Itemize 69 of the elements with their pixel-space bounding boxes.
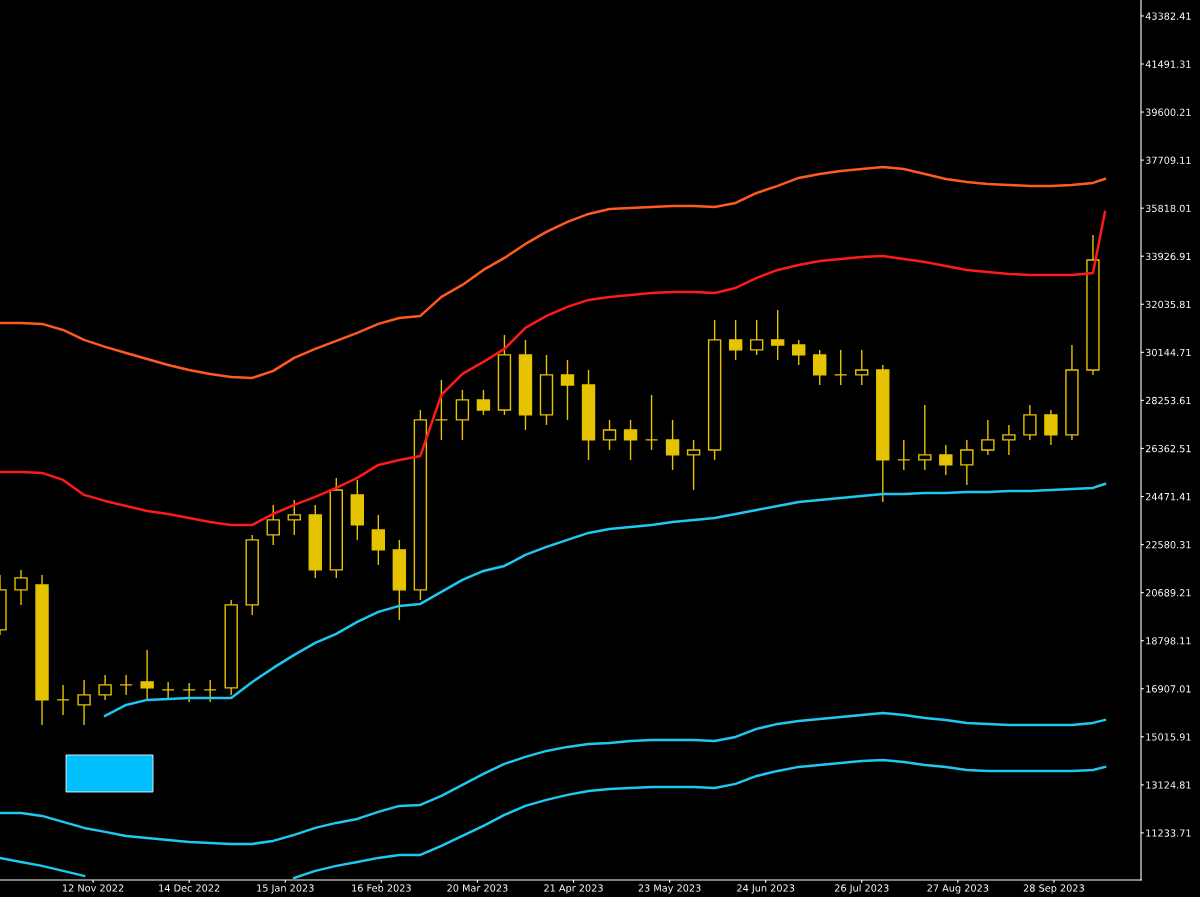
candlestick	[665, 419, 680, 471]
candlestick	[981, 419, 995, 456]
y-tick-label: 13124.81	[1146, 781, 1191, 789]
candlestick	[1023, 404, 1037, 441]
y-tick-label: 20689.21	[1145, 589, 1191, 597]
x-tick-label: 12 Nov 2022	[63, 884, 124, 892]
candlestick	[623, 419, 638, 461]
candlestick	[266, 504, 280, 546]
candlestick	[644, 394, 659, 451]
candlestick	[182, 682, 196, 703]
candlestick	[77, 679, 91, 726]
y-tick-label: 43382.41	[1145, 12, 1191, 20]
line-series	[0, 210, 1107, 527]
candlestick	[602, 419, 617, 451]
y-tick-label: 32035.81	[1145, 300, 1191, 309]
y-tick-label: 26362.51	[1145, 444, 1191, 453]
candlestick	[770, 309, 785, 361]
y-tick-label: 37709.11	[1145, 156, 1191, 164]
candlestick	[434, 379, 449, 441]
line-series	[103, 482, 1107, 718]
x-tick-label: 28 Sep 2023	[1023, 884, 1084, 894]
candlestick	[1002, 424, 1016, 456]
x-tick-label: 15 Jan 2023	[257, 884, 314, 894]
y-tick-label: 22580.31	[1145, 541, 1191, 549]
candlestick	[855, 349, 869, 386]
candlestick	[560, 359, 575, 421]
candlestick	[813, 349, 827, 386]
y-tick-label: 39600.21	[1145, 108, 1191, 116]
candlestick	[791, 339, 806, 366]
y-tick-label: 11233.71	[1146, 829, 1191, 837]
x-tick-label: 16 Feb 2023	[352, 884, 411, 892]
x-tick-label: 23 May 2023	[638, 884, 701, 894]
candlestick	[14, 569, 28, 606]
y-tick-label: 33926.91	[1145, 252, 1191, 261]
candlestick	[56, 684, 70, 716]
y-tick-label: 35818.01	[1145, 204, 1191, 212]
candlestick	[140, 649, 154, 701]
line-series	[0, 711, 1107, 846]
candlestick	[939, 444, 953, 476]
x-tick-label: 14 Dec 2022	[159, 884, 220, 892]
candlestick	[834, 349, 848, 386]
candlestick	[98, 674, 112, 701]
candlestick	[749, 319, 764, 356]
x-tick-label: 27 Aug 2023	[927, 884, 989, 894]
y-tick-label: 28253.61	[1145, 396, 1191, 405]
y-tick-label: 24471.41	[1145, 492, 1191, 501]
candlestick	[203, 679, 217, 703]
x-tick-label: 21 Apr 2023	[544, 884, 603, 894]
candlestick	[371, 514, 386, 566]
candlestick	[455, 389, 470, 441]
candlestick	[119, 674, 133, 696]
candlestick	[960, 439, 974, 486]
candlestick	[287, 499, 301, 536]
line-series	[0, 165, 1107, 380]
y-tick-label: 18798.11	[1146, 637, 1191, 645]
candlestick	[918, 404, 932, 471]
candlestick	[728, 319, 743, 361]
y-tick-label: 15015.91	[1146, 733, 1191, 741]
y-tick-label: 30144.71	[1145, 348, 1191, 357]
candlestick	[686, 439, 701, 491]
x-tick-label: 26 Jul 2023	[834, 884, 889, 894]
candlestick	[1044, 409, 1058, 446]
candlestick	[161, 681, 175, 701]
x-tick-label: 24 Jun 2023	[737, 884, 795, 894]
y-tick-label: 16907.01	[1146, 685, 1191, 693]
candlestick	[897, 439, 911, 471]
candlestick	[476, 389, 491, 416]
x-tick-label: 20 Mar 2023	[447, 884, 508, 892]
y-tick-label: 41491.31	[1145, 60, 1191, 68]
